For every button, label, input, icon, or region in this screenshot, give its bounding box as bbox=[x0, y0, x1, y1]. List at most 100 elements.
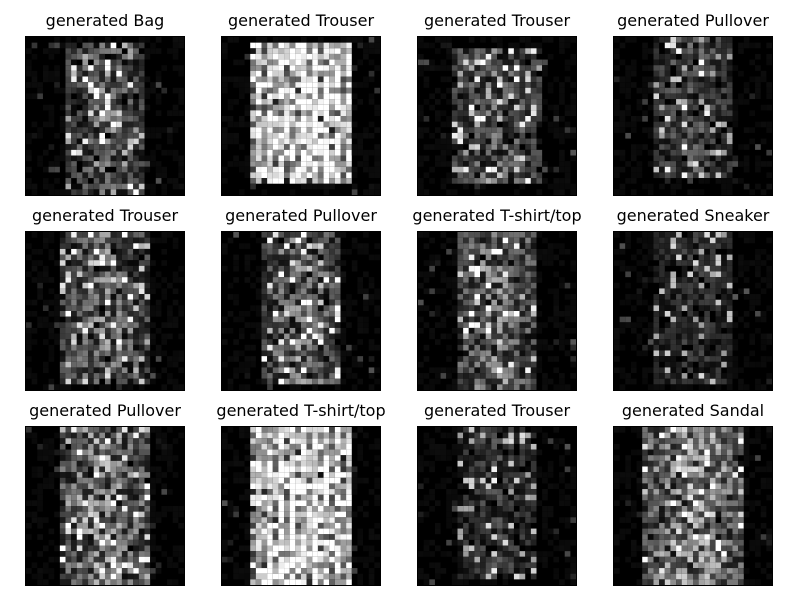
pixel bbox=[312, 254, 318, 261]
pixel bbox=[144, 489, 151, 495]
pixel bbox=[88, 172, 94, 179]
pixel bbox=[653, 378, 660, 385]
pixel bbox=[144, 500, 151, 506]
pixel bbox=[670, 333, 677, 340]
pixel bbox=[161, 472, 168, 478]
pixel bbox=[255, 76, 262, 83]
pixel bbox=[65, 573, 72, 580]
pixel bbox=[105, 517, 111, 523]
pixel bbox=[26, 243, 32, 249]
pixel bbox=[48, 311, 55, 317]
pixel bbox=[93, 517, 100, 523]
pixel bbox=[508, 254, 514, 261]
pixel bbox=[619, 110, 626, 116]
pixel bbox=[491, 248, 497, 255]
pixel bbox=[161, 455, 168, 461]
pixel bbox=[368, 254, 375, 261]
pixel bbox=[329, 93, 335, 100]
pixel bbox=[704, 350, 710, 357]
panel-title: generated T-shirt/top bbox=[412, 206, 582, 225]
pixel bbox=[88, 443, 94, 450]
pixel bbox=[463, 327, 469, 334]
pixel bbox=[144, 562, 151, 569]
pixel bbox=[485, 138, 492, 145]
pixel bbox=[121, 339, 128, 345]
pixel bbox=[306, 361, 313, 368]
pixel bbox=[116, 299, 122, 306]
pixel bbox=[559, 339, 565, 345]
pixel bbox=[31, 573, 38, 580]
pixel bbox=[71, 121, 77, 128]
pixel bbox=[65, 477, 72, 484]
pixel bbox=[93, 506, 100, 512]
pixel bbox=[284, 70, 290, 77]
pixel bbox=[508, 248, 514, 255]
pixel bbox=[289, 260, 296, 266]
pixel bbox=[278, 248, 285, 255]
pixel bbox=[138, 455, 145, 461]
pixel bbox=[468, 99, 475, 105]
pixel bbox=[636, 99, 643, 105]
pixel bbox=[144, 183, 151, 190]
pixel bbox=[508, 299, 514, 306]
pixel bbox=[670, 87, 677, 94]
pixel bbox=[93, 282, 100, 289]
pixel bbox=[88, 76, 94, 83]
pixel bbox=[284, 367, 290, 374]
pixel bbox=[99, 432, 105, 439]
pixel bbox=[110, 438, 117, 444]
pixel bbox=[250, 104, 256, 111]
pixel bbox=[172, 545, 179, 552]
pixel bbox=[525, 155, 531, 162]
pixel bbox=[93, 339, 100, 345]
pixel bbox=[670, 305, 677, 311]
pixel bbox=[485, 322, 492, 328]
pixel bbox=[76, 517, 83, 523]
pixel bbox=[88, 344, 94, 351]
pixel bbox=[178, 356, 184, 362]
pixel bbox=[88, 522, 94, 529]
pixel bbox=[26, 339, 32, 345]
pixel bbox=[681, 93, 688, 100]
pixel bbox=[687, 333, 693, 340]
pixel bbox=[99, 579, 105, 585]
pixel bbox=[491, 288, 497, 295]
pixel bbox=[664, 104, 671, 111]
pixel bbox=[76, 149, 83, 156]
pixel bbox=[502, 172, 509, 179]
pixel bbox=[272, 248, 279, 255]
pixel bbox=[301, 93, 307, 100]
pixel bbox=[653, 277, 660, 283]
pixel bbox=[133, 155, 139, 162]
pixel bbox=[480, 277, 486, 283]
pixel bbox=[161, 260, 168, 266]
pixel bbox=[480, 93, 486, 100]
pixel bbox=[167, 489, 173, 495]
pixel bbox=[301, 53, 307, 60]
pixel bbox=[698, 373, 705, 379]
pixel bbox=[351, 144, 358, 150]
pixel bbox=[749, 260, 756, 266]
pixel bbox=[530, 294, 537, 300]
pixel bbox=[743, 127, 750, 133]
pixel bbox=[267, 322, 273, 328]
pixel bbox=[664, 260, 671, 266]
pixel bbox=[42, 183, 49, 190]
pixel bbox=[457, 116, 464, 122]
pixel bbox=[88, 384, 94, 390]
pixel bbox=[295, 254, 301, 261]
pixel bbox=[434, 260, 441, 266]
pixel bbox=[150, 506, 156, 512]
pixel bbox=[329, 99, 335, 105]
pixel bbox=[698, 189, 705, 195]
pixel bbox=[59, 87, 66, 94]
pixel bbox=[42, 316, 49, 323]
pixel bbox=[418, 316, 424, 323]
pixel bbox=[681, 110, 688, 116]
pixel bbox=[161, 127, 168, 133]
pixel bbox=[144, 522, 151, 529]
pixel bbox=[267, 161, 273, 167]
pixel bbox=[570, 344, 576, 351]
pixel bbox=[542, 59, 548, 66]
pixel bbox=[178, 367, 184, 374]
